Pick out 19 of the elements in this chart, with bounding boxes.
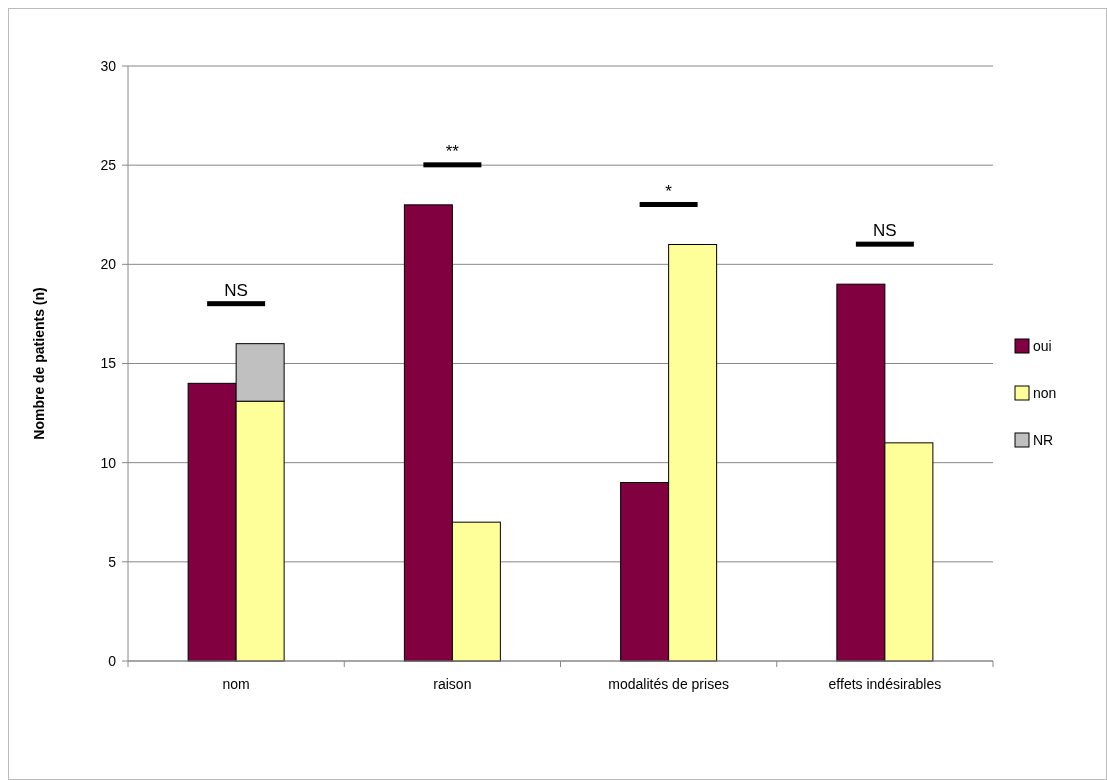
x-tick-label: modalités de prises xyxy=(608,676,729,692)
x-tick-label: effets indésirables xyxy=(828,676,942,692)
y-tick-label: 0 xyxy=(108,652,117,669)
legend-label: NR xyxy=(1033,431,1054,448)
legend-label: oui xyxy=(1033,337,1052,354)
x-tick-label: nom xyxy=(222,676,250,692)
annotation: * xyxy=(665,181,673,201)
x-tick-label: raison xyxy=(433,676,472,692)
y-tick-label: 25 xyxy=(100,157,117,174)
y-tick-label: 30 xyxy=(100,57,117,74)
y-tick-label: 5 xyxy=(108,553,117,570)
annotation: ** xyxy=(445,141,460,161)
annotation: NS xyxy=(873,221,897,241)
y-tick-label: 10 xyxy=(100,454,117,471)
annotation: NS xyxy=(224,280,248,300)
y-tick-label: 20 xyxy=(100,256,117,273)
y-axis-title: Nombre de patients (n) xyxy=(31,287,47,440)
legend-label: non xyxy=(1033,384,1057,401)
y-tick-label: 15 xyxy=(100,355,117,372)
